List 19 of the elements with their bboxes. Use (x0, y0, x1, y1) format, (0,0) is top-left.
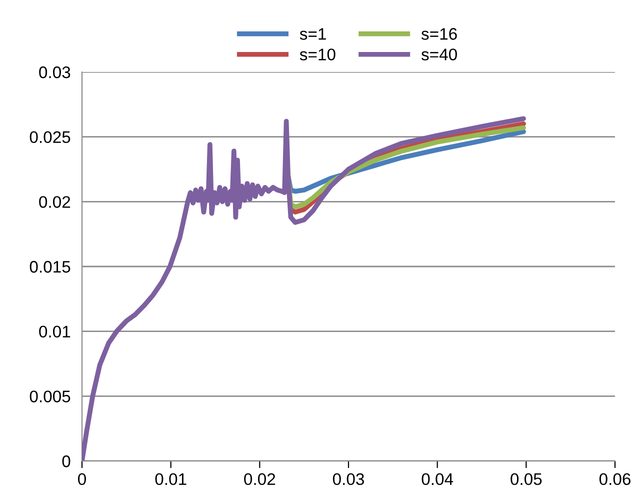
y-tick-label: 0.03 (39, 66, 70, 78)
y-tick-label: 0.005 (30, 390, 70, 402)
x-tick-label: 0.06 (599, 473, 630, 486)
x-tick-label: 0.04 (422, 473, 454, 486)
y-tick-label: 0.02 (39, 196, 70, 208)
x-tick-label: 0 (78, 473, 86, 486)
x-tick-label: 0.05 (510, 473, 542, 486)
y-tick-label: 0.015 (30, 260, 70, 273)
legend-label: s=16 (421, 28, 457, 40)
x-tick-label: 0.01 (155, 473, 186, 486)
legend-label: s=10 (300, 48, 336, 60)
y-tick-label: 0.025 (30, 131, 70, 144)
legend-label: s=1 (300, 28, 326, 40)
legend-label: s=40 (421, 48, 457, 60)
y-tick-label: 0.01 (39, 326, 70, 338)
x-tick-label: 0.03 (332, 473, 364, 486)
y-tick-label: 0 (62, 455, 70, 468)
x-tick-label: 0.02 (244, 473, 276, 486)
line-series (82, 116, 526, 461)
